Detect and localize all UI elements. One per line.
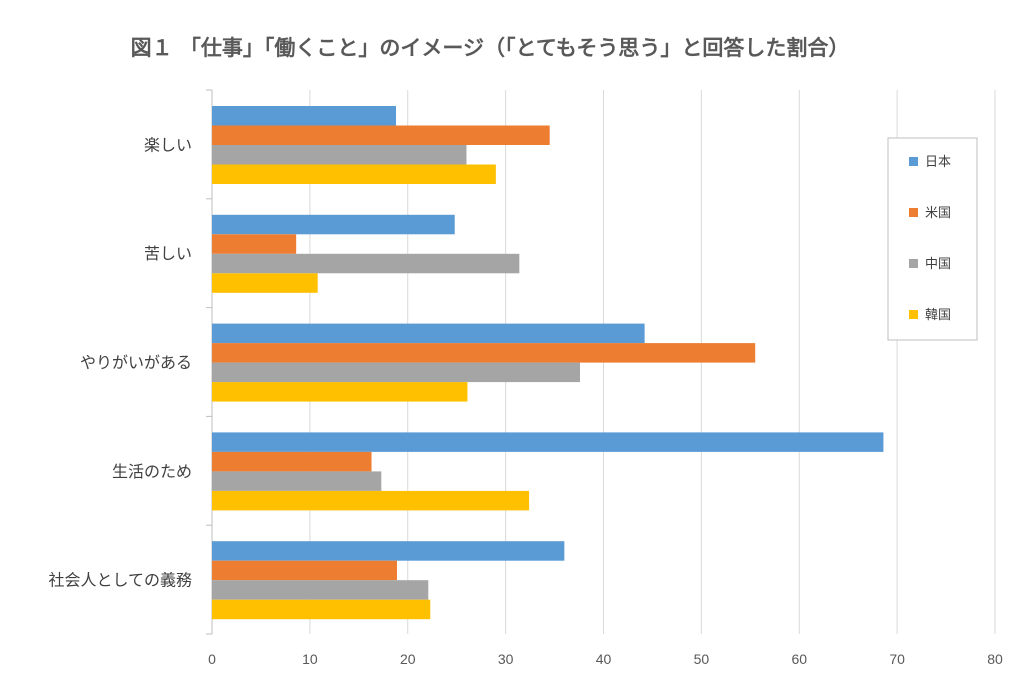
y-axis [206,89,213,635]
legend-label: 中国 [925,257,951,272]
bar [212,580,429,600]
bar [212,253,520,274]
x-tick-label: 60 [791,651,807,667]
category-label: 生活のため [112,462,192,481]
bar [212,471,382,491]
x-tick-label: 40 [596,651,612,667]
legend-swatch [909,157,918,166]
x-tick-label: 10 [302,651,318,667]
x-tick-label: 20 [400,651,416,667]
legend-swatch [909,208,918,217]
category-label: 楽しい [144,135,192,154]
bar [212,343,756,363]
bar [212,432,884,452]
bars [212,106,884,620]
bar [212,560,397,581]
bar [212,106,397,126]
legend-box [887,137,978,341]
bar [212,214,455,235]
bar [212,125,550,145]
legend-swatch [909,310,918,319]
x-tick-label: 50 [694,651,710,667]
x-tick-label: 70 [889,651,905,667]
bar [212,164,496,184]
legend-label: 韓国 [925,308,951,323]
bar [212,273,318,293]
x-tick-labels: 0 10 20 30 40 50 60 70 80 [208,651,1003,667]
bar [212,323,645,344]
x-tick-label: 30 [498,651,514,667]
bar [212,490,530,511]
x-tick-label: 0 [208,651,216,667]
bar [212,382,468,402]
bar [212,541,565,561]
legend-swatch [909,259,918,268]
category-label: 苦しい [144,244,192,263]
bar [212,362,581,383]
chart-title: 図１ 「仕事」「働くこと」のイメージ（「とてもそう思う」と回答した割合） [131,36,850,60]
legend-label: 日本 [925,155,951,170]
legend-label: 米国 [925,206,951,221]
bar [212,599,431,620]
bar [212,145,467,165]
bar [212,451,372,472]
bar [212,234,297,254]
x-tick-label: 80 [987,651,1003,667]
category-label: やりがいがある [80,353,192,372]
category-label: 社会人としての義務 [48,571,192,590]
